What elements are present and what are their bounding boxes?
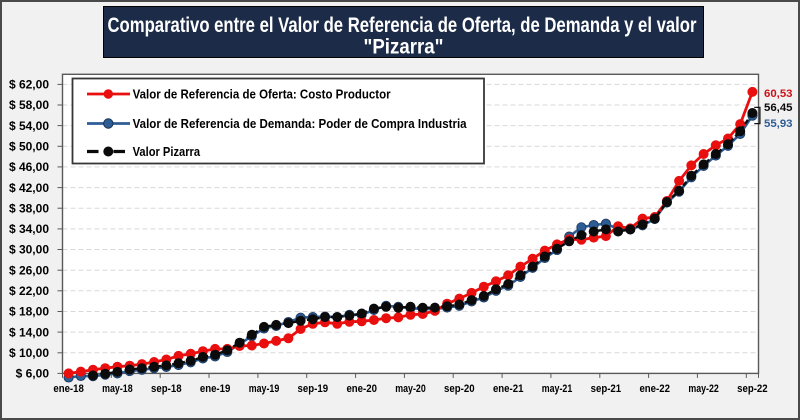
svg-text:ene-21: ene-21 bbox=[493, 383, 524, 395]
svg-text:sep-20: sep-20 bbox=[444, 383, 475, 395]
svg-text:56,45: 56,45 bbox=[764, 102, 793, 114]
svg-text:may-20: may-20 bbox=[395, 383, 426, 395]
svg-text:60,53: 60,53 bbox=[764, 88, 793, 100]
svg-text:$ 46,00: $ 46,00 bbox=[9, 160, 49, 174]
svg-text:$ 30,00: $ 30,00 bbox=[9, 243, 49, 257]
svg-text:$ 22,00: $ 22,00 bbox=[9, 284, 49, 298]
svg-text:$ 42,00: $ 42,00 bbox=[9, 181, 49, 195]
svg-text:may-19: may-19 bbox=[249, 383, 280, 395]
svg-text:$ 62,00: $ 62,00 bbox=[9, 78, 49, 92]
svg-text:may-18: may-18 bbox=[102, 383, 133, 395]
svg-text:ene-19: ene-19 bbox=[200, 383, 231, 395]
svg-text:sep-18: sep-18 bbox=[151, 383, 182, 395]
svg-text:sep-21: sep-21 bbox=[591, 383, 622, 395]
svg-text:55,93: 55,93 bbox=[764, 118, 793, 130]
svg-text:"Pizarra": "Pizarra" bbox=[364, 35, 444, 58]
svg-text:$ 14,00: $ 14,00 bbox=[9, 325, 49, 339]
svg-text:ene-22: ene-22 bbox=[639, 383, 670, 395]
svg-text:$ 26,00: $ 26,00 bbox=[9, 263, 49, 277]
svg-text:Valor Pizarra: Valor Pizarra bbox=[133, 145, 201, 159]
svg-text:ene-20: ene-20 bbox=[346, 383, 377, 395]
svg-text:Valor de Referencia de Oferta:: Valor de Referencia de Oferta: Costo Pro… bbox=[133, 88, 391, 102]
svg-text:may-21: may-21 bbox=[542, 383, 573, 395]
svg-text:Comparativo entre el Valor de: Comparativo entre el Valor de Referencia… bbox=[108, 14, 697, 37]
svg-text:sep-22: sep-22 bbox=[737, 383, 768, 395]
svg-text:$ 18,00: $ 18,00 bbox=[9, 305, 49, 319]
svg-text:sep-19: sep-19 bbox=[298, 383, 329, 395]
svg-text:may-22: may-22 bbox=[688, 383, 719, 395]
svg-text:$ 34,00: $ 34,00 bbox=[9, 222, 49, 236]
svg-text:ene-18: ene-18 bbox=[53, 383, 84, 395]
svg-text:$ 6,00: $ 6,00 bbox=[16, 367, 50, 381]
svg-text:$ 54,00: $ 54,00 bbox=[9, 119, 49, 133]
svg-text:$ 50,00: $ 50,00 bbox=[9, 140, 49, 154]
svg-text:Valor de Referencia de Demanda: Valor de Referencia de Demanda: Poder de… bbox=[133, 117, 468, 131]
svg-text:$ 38,00: $ 38,00 bbox=[9, 201, 49, 215]
svg-text:$ 10,00: $ 10,00 bbox=[9, 346, 49, 360]
svg-text:$ 58,00: $ 58,00 bbox=[9, 98, 49, 112]
